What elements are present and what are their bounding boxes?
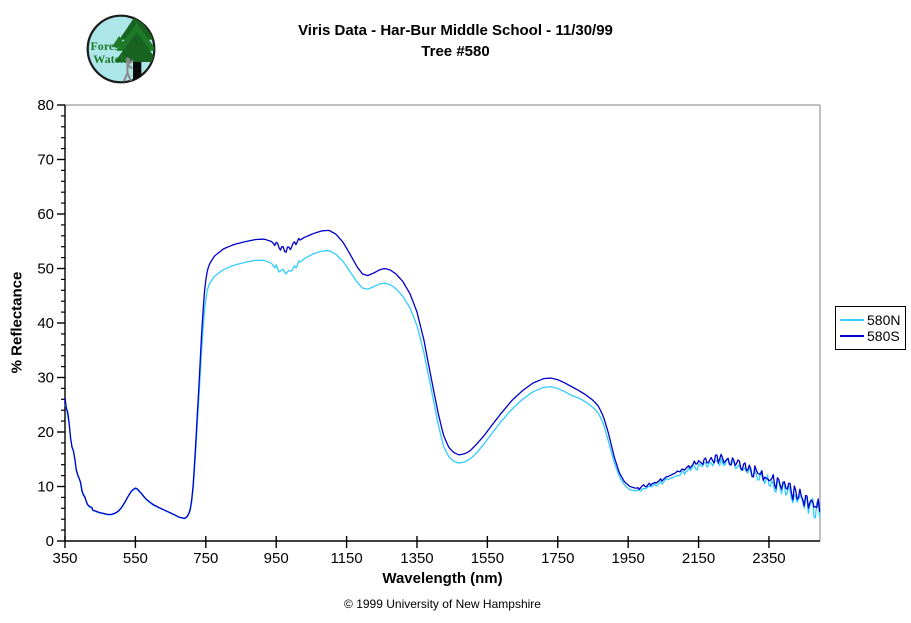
y-tick-label: 70 [37,152,54,169]
x-tick-label: 2150 [682,550,715,567]
x-tick-label: 950 [264,550,289,567]
logo-text-forest: Forest [90,39,122,53]
x-tick-label: 1150 [330,550,362,567]
y-tick-label: 10 [37,479,54,496]
legend-label-580N: 580N [867,312,901,328]
series-580N-line [64,249,821,520]
y-tick-label: 30 [37,370,54,387]
legend-line-swatch-580N [840,319,864,321]
x-tick-label: 350 [52,550,77,567]
copyright-text: © 1999 University of New Hampshire [344,597,541,611]
x-tick-label: 1950 [611,550,644,567]
y-tick-label: 0 [46,533,54,550]
y-tick-label: 20 [37,424,54,441]
x-tick-label: 1550 [471,550,504,567]
y-tick-label: 50 [37,261,54,278]
logo-tree-icon [111,15,155,83]
legend: 580N 580S [835,306,906,350]
legend-line-swatch-580S [840,335,864,337]
chart-title-line1: Viris Data - Har-Bur Middle School - 11/… [298,22,613,39]
x-tick-label: 2350 [752,550,785,567]
x-tick-label: 1350 [400,550,433,567]
y-tick-label: 60 [37,206,54,223]
y-tick-label: 40 [37,315,54,332]
forest-watch-logo: Forest Watch [86,14,156,84]
legend-entry-580N: 580N [840,312,905,328]
x-tick-label: 1750 [541,550,574,567]
x-tick-label: 750 [193,550,218,567]
x-tick-label: 550 [123,550,148,567]
chart-title-line2: Tree #580 [421,43,490,60]
logo-text-watch: Watch [93,52,127,66]
x-axis-label: Wavelength (nm) [382,570,503,587]
legend-entry-580S: 580S [840,328,905,344]
y-tick-label: 80 [37,97,54,114]
y-axis-label: % Reflectance [8,271,26,374]
series-580S-line [64,229,821,520]
legend-label-580S: 580S [867,328,900,344]
